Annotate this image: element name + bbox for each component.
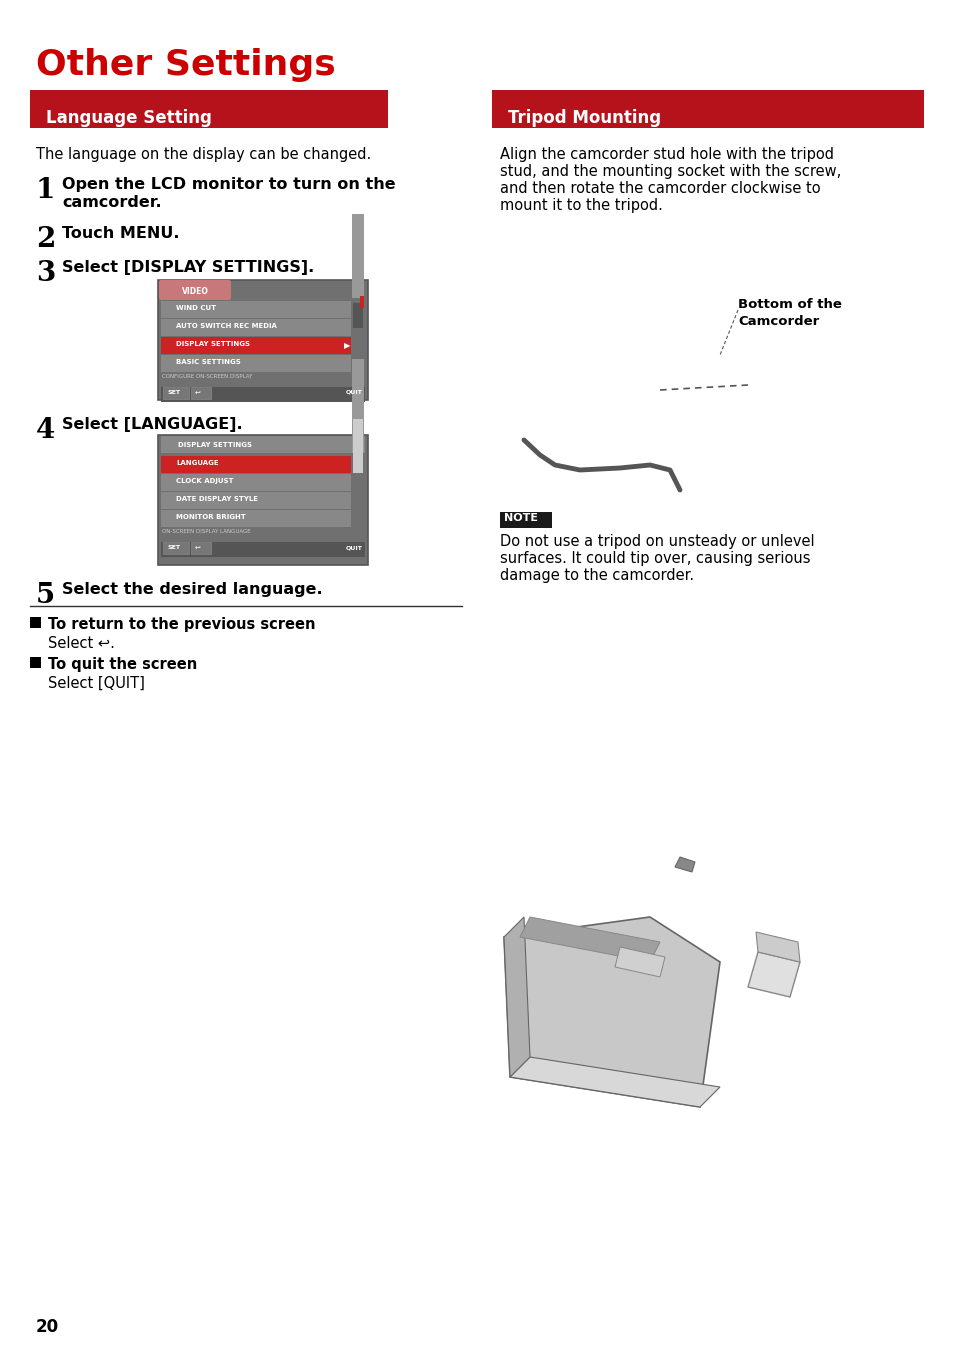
- Text: Touch MENU.: Touch MENU.: [62, 227, 179, 242]
- FancyBboxPatch shape: [30, 90, 388, 128]
- Text: and then rotate the camcorder clockwise to: and then rotate the camcorder clockwise …: [499, 180, 820, 195]
- Text: 1: 1: [36, 176, 55, 204]
- Text: WIND CUT: WIND CUT: [175, 305, 216, 311]
- Text: VIDEO: VIDEO: [182, 286, 209, 296]
- Text: ON-SCREEN DISPLAY LANGUAGE: ON-SCREEN DISPLAY LANGUAGE: [162, 529, 251, 535]
- FancyBboxPatch shape: [492, 90, 923, 128]
- Text: surfaces. It could tip over, causing serious: surfaces. It could tip over, causing ser…: [499, 551, 810, 566]
- Text: stud, and the mounting socket with the screw,: stud, and the mounting socket with the s…: [499, 164, 841, 179]
- Text: QUIT: QUIT: [346, 389, 362, 395]
- FancyBboxPatch shape: [359, 296, 364, 308]
- Polygon shape: [519, 917, 659, 962]
- Text: NOTE: NOTE: [503, 513, 537, 522]
- FancyBboxPatch shape: [161, 541, 365, 556]
- Text: mount it to the tripod.: mount it to the tripod.: [499, 198, 662, 213]
- FancyBboxPatch shape: [161, 356, 351, 372]
- FancyBboxPatch shape: [161, 510, 351, 527]
- FancyBboxPatch shape: [158, 436, 368, 565]
- Polygon shape: [510, 1057, 720, 1107]
- FancyBboxPatch shape: [353, 433, 363, 453]
- Text: 4: 4: [36, 417, 55, 444]
- FancyBboxPatch shape: [30, 617, 41, 628]
- Text: Bottom of the
Camcorder: Bottom of the Camcorder: [738, 299, 841, 328]
- Text: Align the camcorder stud hole with the tripod: Align the camcorder stud hole with the t…: [499, 147, 833, 161]
- FancyBboxPatch shape: [161, 337, 351, 354]
- FancyBboxPatch shape: [353, 419, 363, 474]
- Text: To quit the screen: To quit the screen: [48, 657, 197, 672]
- FancyBboxPatch shape: [499, 512, 552, 528]
- FancyBboxPatch shape: [158, 280, 368, 400]
- Text: 3: 3: [36, 261, 55, 286]
- Text: Select [QUIT]: Select [QUIT]: [48, 676, 145, 691]
- FancyBboxPatch shape: [352, 214, 364, 299]
- Text: MONITOR BRIGHT: MONITOR BRIGHT: [175, 514, 246, 520]
- Text: QUIT: QUIT: [346, 546, 362, 550]
- Text: 2: 2: [36, 227, 55, 252]
- Text: Language Setting: Language Setting: [46, 109, 212, 128]
- FancyBboxPatch shape: [159, 280, 231, 300]
- Text: Select ↩.: Select ↩.: [48, 636, 114, 651]
- Text: damage to the camcorder.: damage to the camcorder.: [499, 569, 694, 584]
- Text: SET: SET: [168, 546, 181, 550]
- Text: ↩: ↩: [194, 389, 201, 396]
- FancyBboxPatch shape: [161, 474, 351, 491]
- Text: Do not use a tripod on unsteady or unlevel: Do not use a tripod on unsteady or unlev…: [499, 535, 814, 550]
- Text: SET: SET: [168, 389, 181, 395]
- FancyBboxPatch shape: [352, 360, 364, 453]
- Text: Open the LCD monitor to turn on the: Open the LCD monitor to turn on the: [62, 176, 395, 191]
- FancyBboxPatch shape: [353, 303, 363, 328]
- FancyBboxPatch shape: [191, 541, 211, 554]
- FancyBboxPatch shape: [161, 387, 365, 402]
- Text: 20: 20: [36, 1318, 59, 1337]
- FancyBboxPatch shape: [30, 657, 41, 668]
- FancyBboxPatch shape: [161, 301, 351, 318]
- Text: CONFIGURE ON-SCREEN DISPLAY: CONFIGURE ON-SCREEN DISPLAY: [162, 375, 253, 379]
- FancyBboxPatch shape: [163, 387, 189, 399]
- Text: 5: 5: [36, 582, 55, 609]
- Text: AUTO SWITCH REC MEDIA: AUTO SWITCH REC MEDIA: [175, 323, 276, 328]
- Text: ↩: ↩: [194, 546, 201, 551]
- Text: Other Settings: Other Settings: [36, 47, 335, 81]
- Text: Select [DISPLAY SETTINGS].: Select [DISPLAY SETTINGS].: [62, 261, 314, 275]
- Text: BASIC SETTINGS: BASIC SETTINGS: [175, 360, 240, 365]
- Text: LANGUAGE: LANGUAGE: [175, 460, 218, 465]
- Polygon shape: [503, 917, 530, 1077]
- Text: DISPLAY SETTINGS: DISPLAY SETTINGS: [175, 341, 250, 347]
- Polygon shape: [615, 947, 664, 977]
- FancyBboxPatch shape: [161, 436, 365, 453]
- Text: DATE DISPLAY STYLE: DATE DISPLAY STYLE: [175, 497, 257, 502]
- Polygon shape: [675, 858, 695, 873]
- Polygon shape: [755, 932, 800, 962]
- FancyBboxPatch shape: [191, 387, 211, 399]
- Text: DISPLAY SETTINGS: DISPLAY SETTINGS: [178, 442, 252, 448]
- Text: ▶: ▶: [344, 341, 350, 350]
- FancyBboxPatch shape: [163, 541, 189, 554]
- Text: To return to the previous screen: To return to the previous screen: [48, 617, 315, 632]
- FancyBboxPatch shape: [161, 493, 351, 509]
- FancyBboxPatch shape: [161, 456, 351, 474]
- Text: Select [LANGUAGE].: Select [LANGUAGE].: [62, 417, 242, 432]
- Polygon shape: [503, 917, 720, 1107]
- Text: Tripod Mounting: Tripod Mounting: [507, 109, 660, 128]
- Text: CLOCK ADJUST: CLOCK ADJUST: [175, 478, 233, 484]
- Text: The language on the display can be changed.: The language on the display can be chang…: [36, 147, 371, 161]
- Polygon shape: [747, 953, 800, 997]
- Text: camcorder.: camcorder.: [62, 195, 161, 210]
- Text: Select the desired language.: Select the desired language.: [62, 582, 322, 597]
- FancyBboxPatch shape: [161, 319, 351, 337]
